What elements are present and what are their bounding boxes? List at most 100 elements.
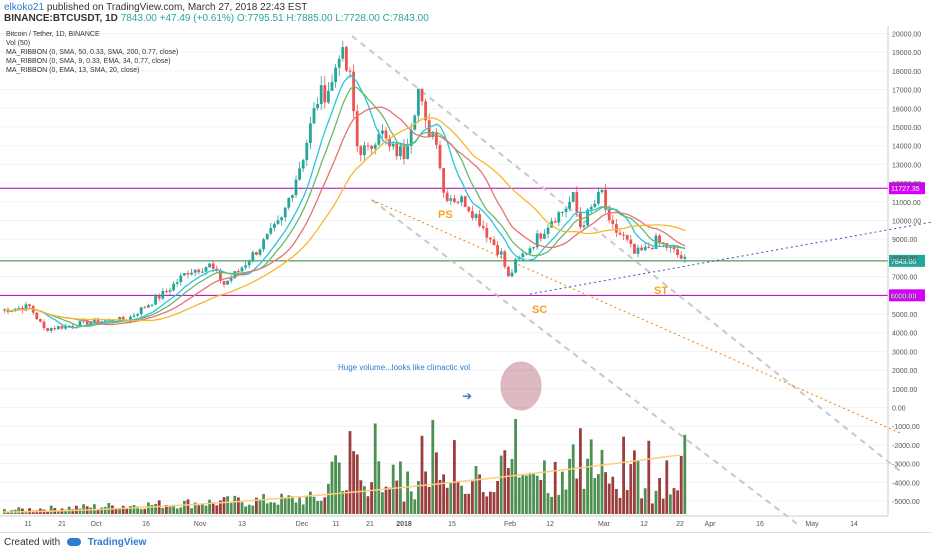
candle-body — [611, 220, 615, 225]
candle-body — [593, 203, 597, 208]
volume-bar — [409, 491, 413, 514]
volume-bar — [147, 502, 150, 514]
candle-body — [237, 271, 240, 273]
candle-body — [402, 146, 406, 160]
candle-body — [273, 223, 276, 228]
volume-bar — [582, 488, 586, 514]
candle-body — [345, 47, 348, 71]
volume-bar — [679, 455, 683, 514]
time-tick-label: 22 — [676, 521, 684, 528]
annotation-volume-note: Huge volume...looks like climactic vol — [338, 363, 470, 372]
chart-grid — [0, 32, 888, 502]
candle-body — [157, 295, 161, 299]
volume-bar — [568, 458, 571, 514]
tradingview-brand[interactable]: TradingView — [87, 537, 147, 548]
volume-bar — [611, 476, 615, 514]
trend-channel — [351, 35, 932, 527]
volume-bar — [471, 481, 474, 514]
volume-bar — [507, 468, 510, 514]
price-tick-label: -2000.00 — [892, 443, 920, 450]
volume-bar — [438, 479, 442, 514]
candle-body — [355, 111, 359, 147]
time-tick-label: 21 — [58, 521, 66, 528]
price-tag — [889, 289, 925, 302]
candle-body — [489, 237, 492, 240]
volume-bar — [337, 462, 341, 514]
channel-upper-line-shadow — [351, 35, 901, 472]
volume-bar — [676, 490, 679, 514]
volume-bar — [255, 497, 258, 514]
volume-bar — [118, 508, 121, 514]
volume-bar — [276, 504, 280, 514]
volume-bar — [543, 460, 546, 514]
candle-body — [262, 239, 265, 250]
volume-bar — [636, 460, 640, 514]
candle-body — [514, 259, 517, 273]
candle-body — [204, 267, 208, 272]
published-text: published on TradingView.com, March 27, … — [46, 2, 308, 13]
candle-body — [240, 267, 244, 272]
candle-body — [17, 307, 21, 309]
candle-body — [427, 120, 431, 137]
volume-bar — [377, 461, 381, 514]
price-tick-label: 9000.00 — [892, 237, 917, 244]
volume-bar — [413, 499, 417, 514]
candle-body — [413, 115, 417, 130]
header-line-2: BINANCE:BTCUSDT, 1D 7843.00 +47.49 (+0.6… — [4, 13, 429, 24]
candle-body — [478, 214, 481, 226]
last-price: 7843.00 — [120, 13, 157, 24]
volume-bar — [215, 505, 219, 514]
candle-body — [334, 67, 337, 83]
volume-bar — [237, 497, 240, 514]
volume-bar — [132, 505, 136, 514]
volume-bar — [114, 509, 118, 514]
volume-bar — [373, 423, 377, 514]
candle-body — [129, 316, 132, 322]
candle-body — [211, 263, 215, 269]
volume-bar — [334, 455, 337, 514]
volume-bar — [478, 474, 481, 514]
volume-bar — [301, 504, 305, 514]
time-tick-label: 16 — [142, 521, 150, 528]
price-tick-label: 5000.00 — [892, 312, 917, 319]
volume-bar — [312, 496, 316, 514]
volume-bar — [553, 461, 557, 514]
orange-trendline — [371, 199, 901, 434]
volume-bar — [161, 508, 165, 514]
candle-body — [492, 239, 496, 246]
volume-bar — [510, 459, 514, 514]
price-tag-label: 6000.00 — [891, 293, 916, 300]
volume-bar — [280, 493, 283, 514]
volume-bar — [363, 486, 366, 514]
candle-body — [179, 275, 183, 283]
candle-body — [226, 280, 229, 285]
author-link[interactable]: elkoko21 — [4, 2, 45, 13]
legend-line: Vol (50) — [6, 40, 30, 47]
volume-bar — [172, 504, 175, 514]
candle-body — [3, 309, 6, 311]
candle-body — [39, 319, 42, 322]
volume-bar — [467, 493, 471, 514]
candle-body — [341, 47, 345, 59]
candle-body — [348, 70, 352, 72]
time-tick-label: May — [805, 521, 819, 528]
channel-lower-line — [371, 199, 801, 527]
volume-bar — [661, 498, 665, 514]
candle-body — [71, 325, 75, 328]
candle-body — [438, 144, 442, 169]
volume-bar — [233, 495, 237, 514]
candle-body — [647, 246, 651, 248]
volume-bar — [186, 499, 190, 514]
price-chart[interactable]: 11727.35 7843.00 6000.00 PS SC ST Huge volume… — [0, 26, 932, 532]
volume-bar — [571, 444, 575, 514]
volume-bar — [417, 481, 420, 514]
candle-body — [136, 314, 139, 316]
candle-body — [636, 247, 640, 254]
candle-body — [219, 270, 222, 281]
header-bar: elkoko21 published on TradingView.com, M… — [0, 0, 932, 26]
tradingview-logo-icon[interactable] — [66, 538, 81, 547]
candle-body — [373, 144, 377, 149]
volume-bar — [489, 491, 492, 514]
volume-bar — [204, 505, 208, 514]
candle-body — [301, 160, 305, 169]
